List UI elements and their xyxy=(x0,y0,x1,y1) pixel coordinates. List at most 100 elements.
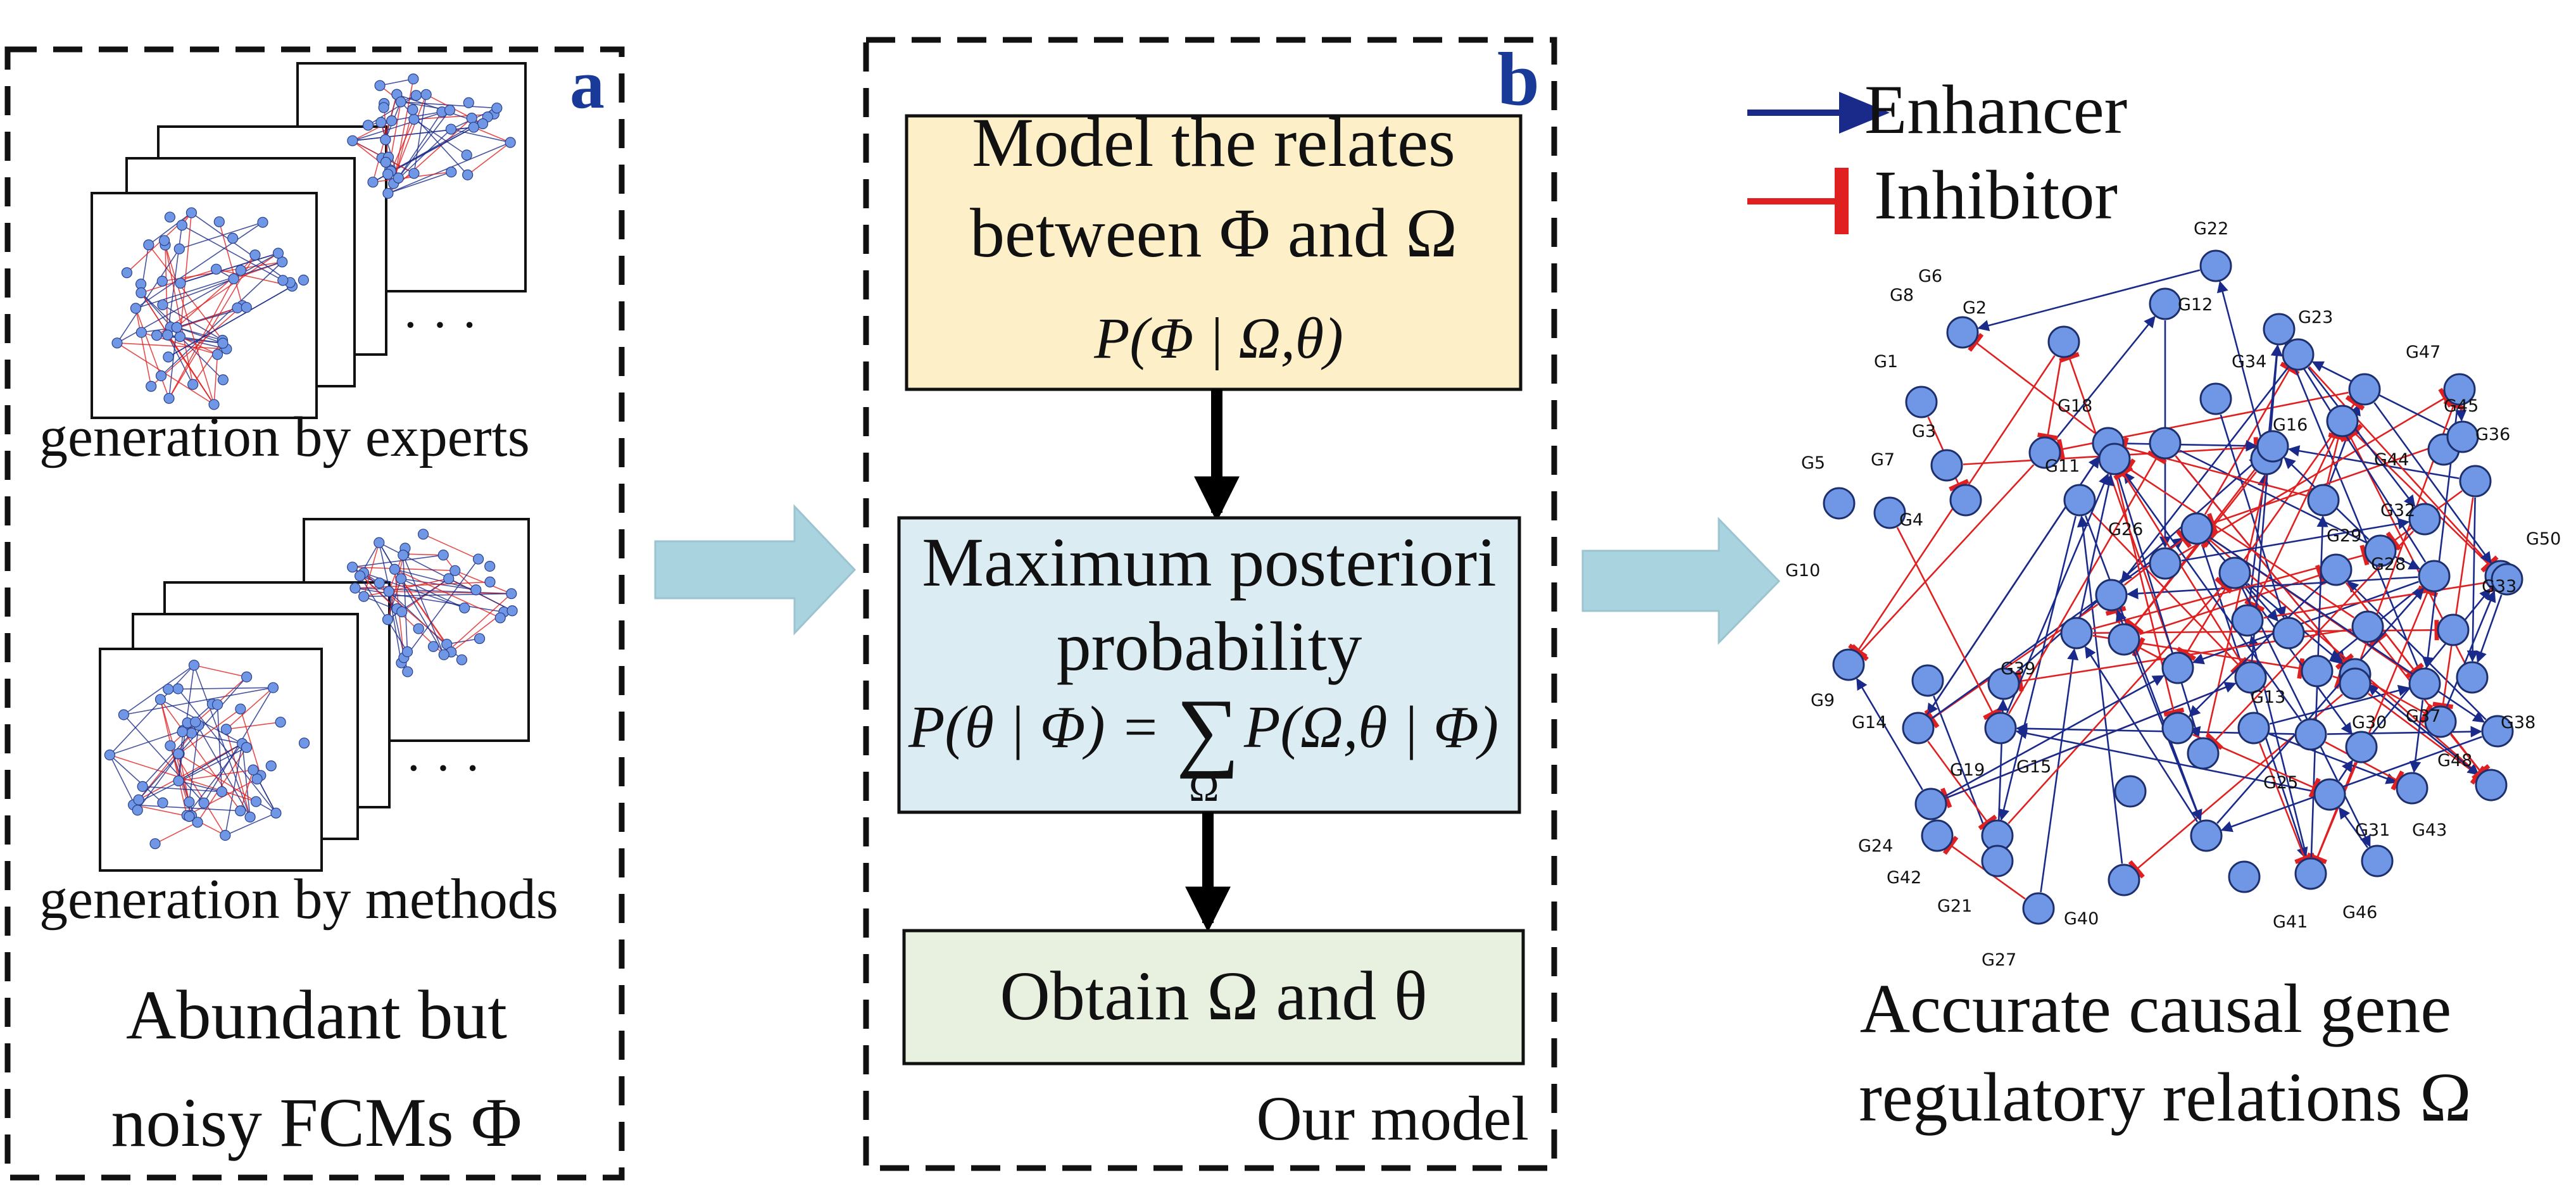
inhibitor-legend-bar xyxy=(1835,168,1849,234)
mini-node xyxy=(146,381,156,391)
mini-node xyxy=(152,330,162,341)
enhancer-edge xyxy=(2125,443,2256,446)
mini-node xyxy=(251,796,261,807)
mini-node xyxy=(403,667,413,677)
gene-node xyxy=(2273,618,2304,648)
mini-node xyxy=(236,704,246,714)
gene-node xyxy=(2109,624,2139,655)
mini-node xyxy=(348,562,358,572)
mini-node xyxy=(408,104,418,115)
mini-node xyxy=(158,798,168,808)
mini-node xyxy=(199,798,209,808)
expert-caption: generation by experts xyxy=(39,406,530,468)
mini-node xyxy=(236,806,246,816)
gene-label: G39 xyxy=(2001,659,2035,679)
inhibitor-legend-label: Inhibitor xyxy=(1874,156,2118,234)
gene-label: G28 xyxy=(2371,555,2406,574)
mini-node xyxy=(213,700,223,710)
mini-node xyxy=(445,105,455,115)
gene-label: G15 xyxy=(2016,757,2051,777)
mini-node xyxy=(220,830,230,840)
mini-node xyxy=(460,603,470,613)
gene-label: G8 xyxy=(1890,286,1914,305)
mini-node xyxy=(462,150,472,160)
mini-node xyxy=(165,212,175,222)
mini-node xyxy=(363,120,373,130)
mini-node xyxy=(163,330,173,340)
mini-node xyxy=(118,710,129,720)
enhancer-legend-label: Enhancer xyxy=(1864,71,2127,148)
gene-node xyxy=(2188,738,2218,769)
gene-label: G42 xyxy=(1887,868,1921,888)
panel-b-footer: Our model xyxy=(1257,1083,1529,1153)
gene-label: G44 xyxy=(2374,450,2409,470)
mini-node xyxy=(252,774,262,784)
mini-node xyxy=(189,660,199,670)
gene-label: G46 xyxy=(2342,903,2377,922)
gene-node xyxy=(1903,713,1933,743)
mini-node xyxy=(439,650,449,660)
gene-label: G43 xyxy=(2412,820,2447,840)
mini-node xyxy=(137,781,148,791)
gene-label: G27 xyxy=(1982,950,2016,970)
network-caption-line1: Accurate causal gene xyxy=(1860,970,2451,1047)
mini-node xyxy=(408,74,418,84)
obtain-label: Obtain Ω and θ xyxy=(1000,957,1427,1034)
mini-node xyxy=(275,717,286,727)
gene-node xyxy=(1824,488,1854,518)
mini-node xyxy=(236,265,246,275)
mini-node xyxy=(155,694,165,705)
mini-node xyxy=(380,157,391,167)
mini-node xyxy=(428,641,438,651)
gene-node xyxy=(1913,665,1943,696)
mini-node xyxy=(396,97,406,107)
method-ellipsis: · · · xyxy=(405,741,481,796)
flow-arrow-b-to-network xyxy=(1583,519,1779,643)
mini-node xyxy=(383,169,393,179)
mini-node xyxy=(157,276,167,286)
mini-node xyxy=(273,248,283,258)
mini-node xyxy=(468,122,479,132)
gene-label: G12 xyxy=(2178,295,2213,315)
gene-node xyxy=(2447,422,2478,452)
gene-node xyxy=(2296,719,2326,750)
mini-node xyxy=(158,299,168,310)
gene-label: G23 xyxy=(2298,308,2333,327)
mini-node xyxy=(475,634,485,644)
mini-node xyxy=(438,550,448,560)
gene-node xyxy=(2150,548,2180,579)
gene-label: G40 xyxy=(2064,909,2099,929)
gene-label: G45 xyxy=(2444,396,2479,416)
posterior-formula-rhs: P(Ω,θ | Φ) xyxy=(1243,694,1498,760)
gene-label: G30 xyxy=(2352,713,2387,732)
mini-node xyxy=(218,375,228,385)
mini-node xyxy=(218,338,228,348)
mini-node xyxy=(172,322,182,332)
inhibitor-edge xyxy=(1897,527,1993,713)
likelihood-formula: P(Φ | Ω,θ) xyxy=(1093,306,1343,370)
mini-node xyxy=(266,761,276,771)
gene-node xyxy=(2327,406,2358,436)
gene-label: G47 xyxy=(2406,342,2441,362)
mini-node xyxy=(418,529,429,539)
mini-node xyxy=(188,379,198,389)
gene-label: G33 xyxy=(2482,577,2516,596)
gene-node xyxy=(2099,444,2130,474)
gene-label: G31 xyxy=(2355,820,2390,840)
gene-node xyxy=(1985,713,2016,743)
mini-node xyxy=(384,586,394,596)
mini-node xyxy=(383,188,393,198)
mini-node xyxy=(228,233,238,243)
mini-node xyxy=(463,97,474,108)
mini-node xyxy=(375,80,385,91)
gene-node xyxy=(2191,820,2221,851)
gene-label: G7 xyxy=(1871,450,1895,470)
gene-node xyxy=(2023,893,2054,924)
mini-node xyxy=(184,797,194,807)
mini-node xyxy=(382,615,393,625)
gene-label: G24 xyxy=(1858,836,1893,856)
